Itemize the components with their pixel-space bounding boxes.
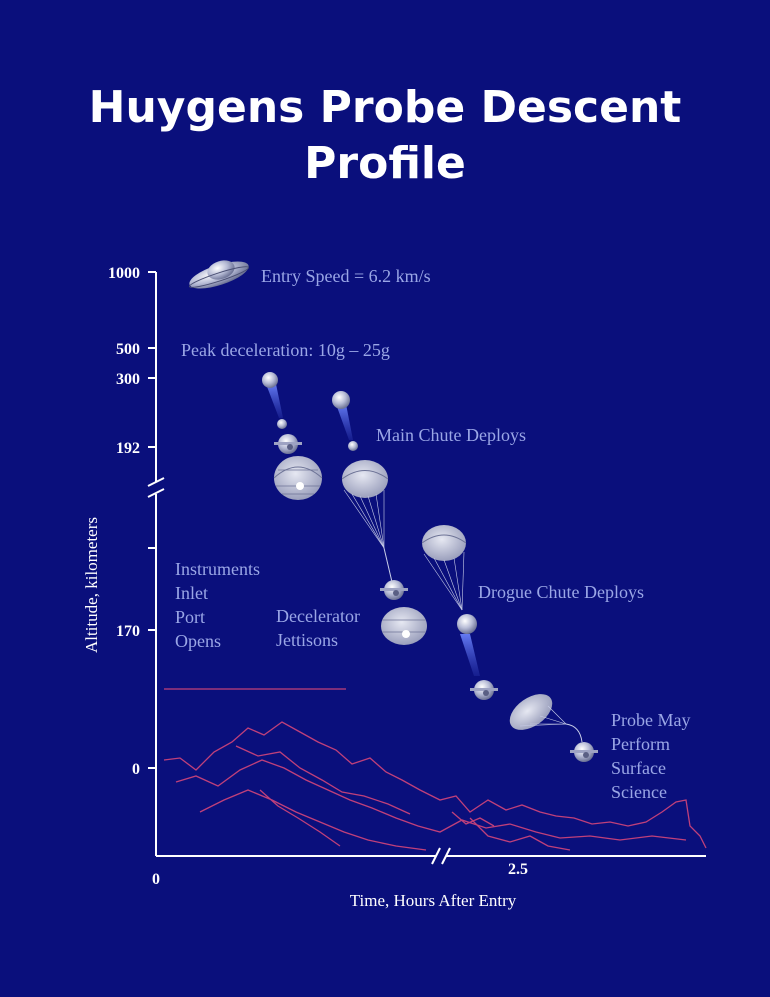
titan-terrain (163, 688, 707, 851)
y-axis-title: Altitude, kilometers (82, 517, 101, 653)
probe-main-chute-icon (332, 391, 408, 600)
drogue-chute-icon (421, 525, 498, 700)
decelerator-label-1: Decelerator (276, 606, 360, 626)
peak-deceleration-label: Peak deceleration: 10g – 25g (181, 340, 390, 360)
title-line-1: Huygens Probe Descent (88, 82, 682, 133)
x-tick-2-5: 2.5 (508, 861, 528, 878)
y-tick-1000: 1000 (108, 265, 140, 282)
descent-trails (266, 384, 353, 440)
entry-probe-icon (188, 260, 250, 289)
probe-peak-deceleration-icon (262, 372, 302, 454)
instruments-label-1: Instruments (175, 559, 260, 579)
instruments-label-2: Inlet (175, 583, 208, 603)
y-tick-500: 500 (116, 341, 140, 358)
surface-probe-icon (509, 694, 598, 762)
y-tick-192: 192 (116, 440, 140, 457)
surface-science-label-3: Surface (611, 758, 666, 778)
decelerator-label-2: Jettisons (276, 630, 338, 650)
x-axis-title: Time, Hours After Entry (350, 891, 517, 910)
instruments-label-3: Port (175, 607, 205, 627)
surface-science-label-2: Perform (611, 734, 670, 754)
entry-speed-label: Entry Speed = 6.2 km/s (261, 266, 431, 286)
title-line-2: Profile (304, 138, 466, 189)
x-tick-0: 0 (152, 871, 160, 888)
y-tick-300: 300 (116, 371, 140, 388)
instruments-label-4: Opens (175, 631, 221, 651)
y-tick-0: 0 (132, 761, 140, 778)
surface-science-label-4: Science (611, 782, 667, 802)
drogue-chute-label: Drogue Chute Deploys (478, 582, 644, 602)
decelerator-shell-icon (273, 456, 323, 500)
x-axis (156, 847, 706, 865)
surface-science-label-1: Probe May (611, 710, 691, 730)
main-chute-label: Main Chute Deploys (376, 425, 526, 445)
y-tick-170: 170 (116, 623, 140, 640)
y-axis (147, 271, 165, 856)
heat-shield-icon (381, 607, 427, 645)
